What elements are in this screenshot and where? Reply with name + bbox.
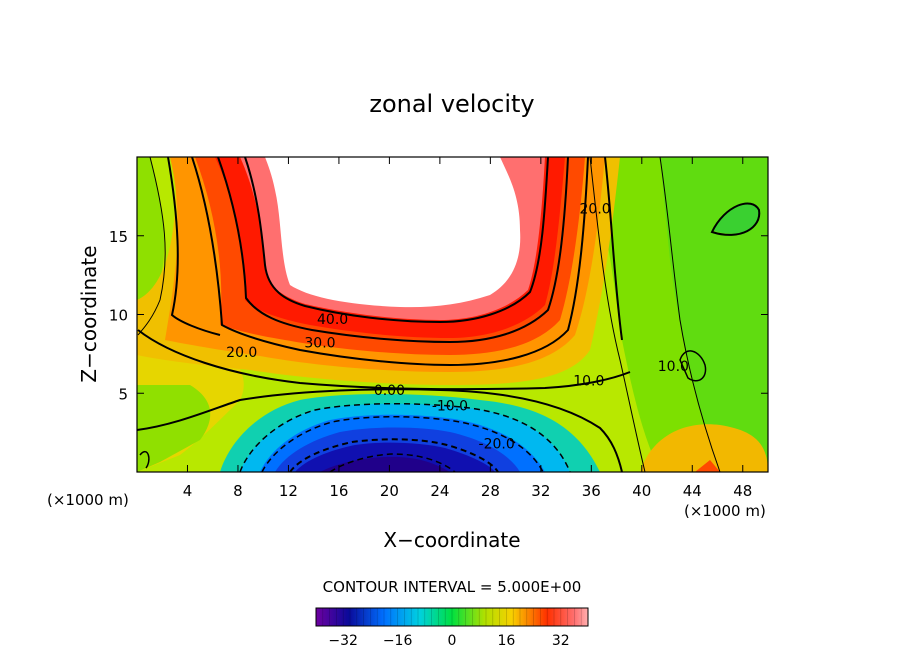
x-tick-label: 32	[531, 482, 550, 500]
colorbar-tick-label: −16	[383, 633, 413, 649]
y-tick-label: 10	[109, 307, 128, 325]
contour-label: -20.0	[479, 436, 515, 452]
colorbar-tick-label: 16	[497, 633, 515, 649]
contour-label: 20.0	[580, 202, 611, 218]
x-tick-label: 24	[430, 482, 449, 500]
y-axis: 5 10 15	[109, 228, 768, 403]
contour-label: 40.0	[317, 312, 348, 328]
contour-label: 10.0	[573, 373, 604, 389]
colorbar-tick-label: −32	[328, 633, 358, 649]
x-tick-label: 40	[632, 482, 651, 500]
chart-title: zonal velocity	[369, 90, 534, 118]
x-tick-label: 28	[481, 482, 500, 500]
y-tick-label: 15	[109, 228, 128, 246]
contour-interval-text: CONTOUR INTERVAL = 5.000E+00	[323, 578, 582, 596]
contour-field	[137, 157, 768, 472]
contour-label: 10.0	[658, 359, 689, 375]
x-tick-label: 44	[683, 482, 702, 500]
x-tick-label: 48	[733, 482, 752, 500]
colorbar-tick-label: 32	[552, 633, 570, 649]
contour-label: 20.0	[226, 345, 257, 361]
x-tick-label: 20	[380, 482, 399, 500]
x-tick-label: 12	[279, 482, 298, 500]
colorbar-tick-label: 0	[448, 633, 457, 649]
x-axis-label: X−coordinate	[383, 528, 520, 552]
colorbar-frame	[315, 607, 589, 627]
x-axis: 4 8 12 16 20 24 28 32 36 40 44 48	[183, 157, 752, 500]
y-tick-label: 5	[118, 385, 128, 403]
contour-labels: 40.0 30.0 20.0 20.0 10.0 10.0 0.00 -10.0 -20.0	[226, 202, 689, 453]
x-unit-right: (×1000 m)	[684, 502, 766, 520]
x-tick-label: 16	[329, 482, 348, 500]
x-tick-label: 4	[183, 482, 193, 500]
contour-label: 30.0	[304, 336, 335, 352]
colorbar-ticks: −32 −16 0 16 32	[328, 633, 569, 649]
x-tick-label: 36	[582, 482, 601, 500]
contour-label: -10.0	[432, 399, 468, 415]
contour-label: 0.00	[374, 383, 405, 399]
x-tick-label: 8	[233, 482, 243, 500]
y-axis-label: Z−coordinate	[77, 245, 101, 382]
colorbar	[316, 608, 588, 626]
colorbar-stripes	[315, 608, 589, 626]
contour-lines	[137, 157, 761, 472]
x-unit-left: (×1000 m)	[47, 491, 129, 509]
